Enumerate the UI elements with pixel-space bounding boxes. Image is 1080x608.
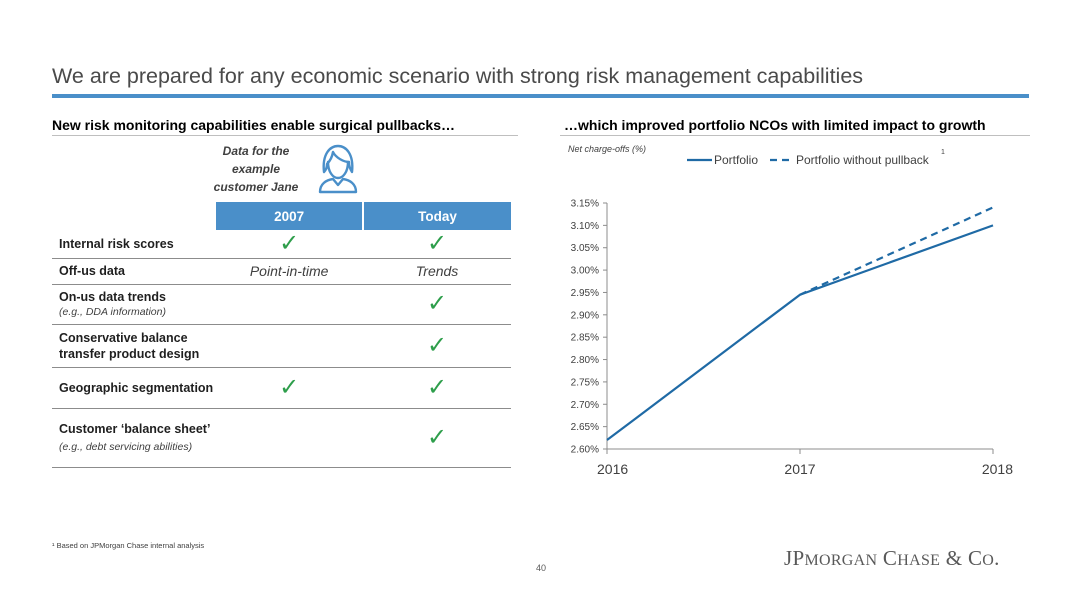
series-line-portfolio	[606, 224, 994, 441]
row-label: On-us data trends	[59, 290, 166, 304]
y-tick-label: 2.60%	[571, 445, 599, 456]
x-tick-label: 2017	[784, 461, 815, 477]
y-tick-label: 2.90%	[571, 310, 599, 321]
y-tick-label: 3.10%	[571, 221, 599, 232]
person-icon	[318, 144, 358, 194]
row-label: Off-us data	[59, 264, 125, 278]
check-icon: ✓	[426, 290, 448, 317]
row-label: Customer ‘balance sheet’	[59, 422, 211, 436]
row-label: Internal risk scores	[59, 236, 174, 251]
legend-label-portfolio: Portfolio	[714, 153, 758, 167]
check-icon: ✓	[426, 229, 448, 257]
row-label: Conservative balance transfer product de…	[59, 330, 200, 361]
check-icon: ✓	[426, 331, 448, 359]
check-icon: ✓	[279, 229, 300, 257]
y-tick-label: 3.00%	[571, 266, 599, 277]
cell-value: Trends	[363, 258, 511, 285]
example-customer-label: Data for the example customer Jane	[213, 144, 299, 194]
table-row: Internal risk scores ✓ ✓	[52, 229, 511, 259]
y-tick-label: 2.70%	[571, 400, 599, 411]
y-tick-label: 3.15%	[571, 199, 599, 210]
check-icon: ✓	[426, 373, 448, 401]
left-heading: New risk monitoring capabilities enable …	[52, 117, 456, 133]
y-tick-label: 2.65%	[571, 422, 599, 433]
x-tick-label: 2018	[982, 461, 1013, 477]
title-rule	[52, 94, 1029, 98]
table-row: Conservative balance transfer product de…	[52, 324, 511, 368]
x-tick-label: 2016	[597, 461, 628, 477]
check-icon: ✓	[279, 373, 300, 401]
right-heading-rule	[560, 135, 1030, 136]
slide-title: We are prepared for any economic scenari…	[52, 64, 864, 88]
y-tick-label: 2.85%	[571, 333, 599, 344]
row-note: (e.g., DDA information)	[59, 306, 166, 318]
page-number: 40	[536, 563, 547, 573]
y-tick-label: 2.75%	[571, 377, 599, 388]
row-note: (e.g., debt servicing abilities)	[59, 441, 193, 453]
header-today: Today	[362, 202, 511, 230]
y-tick-label: 3.05%	[571, 243, 599, 254]
table-row: Customer ‘balance sheet’ (e.g., debt serv…	[52, 408, 511, 468]
table-row: On-us data trends (e.g., DDA information)…	[52, 284, 511, 325]
series-line-portfolio-without-pullback	[799, 206, 994, 296]
header-2007: 2007	[214, 202, 364, 230]
cell-value: Point-in-time	[215, 258, 364, 285]
capabilities-table: 2007 Today Internal risk scores ✓ ✓ Off-…	[52, 202, 511, 468]
check-icon: ✓	[426, 423, 448, 451]
row-label: Geographic segmentation	[59, 380, 214, 395]
legend-footnote-marker: 1	[941, 149, 945, 156]
right-heading: …which improved portfolio NCOs with limi…	[564, 117, 986, 133]
y-axis-label: Net charge-offs (%)	[568, 144, 646, 154]
table-row: Off-us data Point-in-time Trends	[52, 258, 511, 285]
footnote: ¹ Based on JPMorgan Chase internal analy…	[52, 541, 205, 550]
header-blank-cell	[52, 202, 215, 230]
table-row: Geographic segmentation ✓ ✓	[52, 367, 511, 409]
brand-logo: JPMORGAN CHASE & CO.	[784, 546, 1000, 570]
legend-label-portfolio-without-pullback: Portfolio without pullback	[796, 153, 930, 167]
nco-line-chart: Net charge-offs (%) 2.60% 2.65% 2.70% 2.75% 2…	[568, 144, 1013, 477]
y-tick-label: 2.95%	[571, 288, 599, 299]
left-heading-rule	[52, 135, 518, 136]
table-header: 2007 Today	[52, 202, 511, 230]
y-tick-label: 2.80%	[571, 355, 599, 366]
